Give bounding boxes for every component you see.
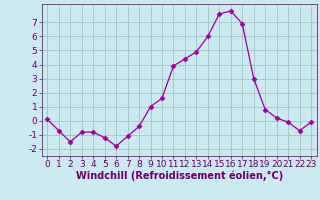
X-axis label: Windchill (Refroidissement éolien,°C): Windchill (Refroidissement éolien,°C): [76, 171, 283, 181]
